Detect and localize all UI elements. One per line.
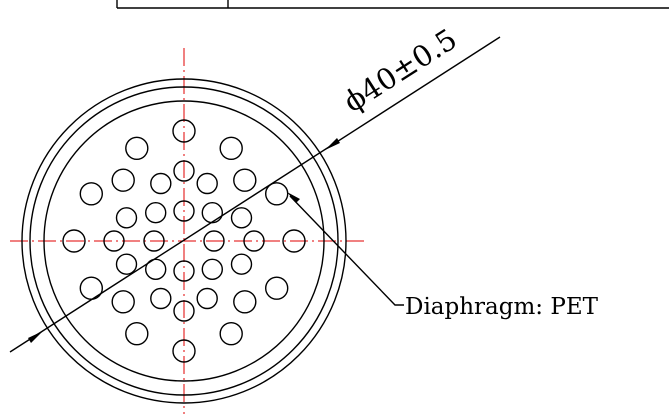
- dimension-text: ϕ40±0.5: [337, 22, 462, 119]
- outer-rings: [21, 78, 347, 404]
- perforation-hole: [201, 201, 224, 224]
- perforation-hole: [173, 160, 195, 182]
- inner-ring: [43, 100, 325, 382]
- perforation-hole: [172, 119, 196, 143]
- perforation-hole: [173, 260, 195, 282]
- perforation-hole: [125, 322, 149, 346]
- perforation-hole: [201, 258, 224, 280]
- arrowhead-upper: [325, 138, 340, 150]
- title-block-fragment: [116, 0, 669, 9]
- perforation-hole: [173, 200, 195, 222]
- perforation-hole: [144, 258, 167, 280]
- perforation-hole: [103, 230, 125, 252]
- perforation-hole: [111, 290, 135, 314]
- perforation-hole: [125, 136, 149, 161]
- perforation-hole: [172, 339, 196, 363]
- perforation-hole: [62, 229, 86, 253]
- perforation-hole: [196, 172, 218, 195]
- centerlines: [10, 48, 365, 414]
- middle-ring: [29, 86, 339, 396]
- diameter-dimension: [9, 36, 501, 353]
- arrowhead-lower: [28, 331, 43, 343]
- perforation-hole: [150, 287, 172, 310]
- perforation-hole: [79, 182, 104, 206]
- perforation-hole: [203, 230, 225, 252]
- perforation-hole: [196, 287, 218, 310]
- perforation-hole: [265, 276, 289, 300]
- leader-arrowhead: [287, 192, 300, 203]
- leader-line: [289, 195, 404, 306]
- perforation-hole: [230, 207, 253, 229]
- perforation-hole: [115, 253, 138, 275]
- perforation-hole: [79, 276, 104, 300]
- perforation-hole: [233, 168, 257, 192]
- perforation-hole: [115, 207, 138, 229]
- perforation-hole: [173, 300, 195, 322]
- perforation-hole: [219, 136, 243, 161]
- perforation-hole: [219, 322, 243, 346]
- callout-text: Diaphragm: PET: [405, 294, 599, 320]
- perforation-hole: [230, 253, 253, 275]
- outer-ring: [21, 78, 347, 404]
- perforation-hole: [144, 201, 167, 224]
- perforation-hole: [150, 172, 172, 195]
- dimension-line: [9, 36, 501, 353]
- perforation-hole: [111, 168, 135, 192]
- perforation-hole: [243, 230, 265, 252]
- perforation-hole: [282, 229, 306, 253]
- perforation-hole: [143, 230, 165, 252]
- perforation-hole: [233, 290, 257, 314]
- perforation-holes: [62, 119, 306, 363]
- callout-leader: [287, 192, 404, 306]
- perforation-hole: [265, 182, 289, 206]
